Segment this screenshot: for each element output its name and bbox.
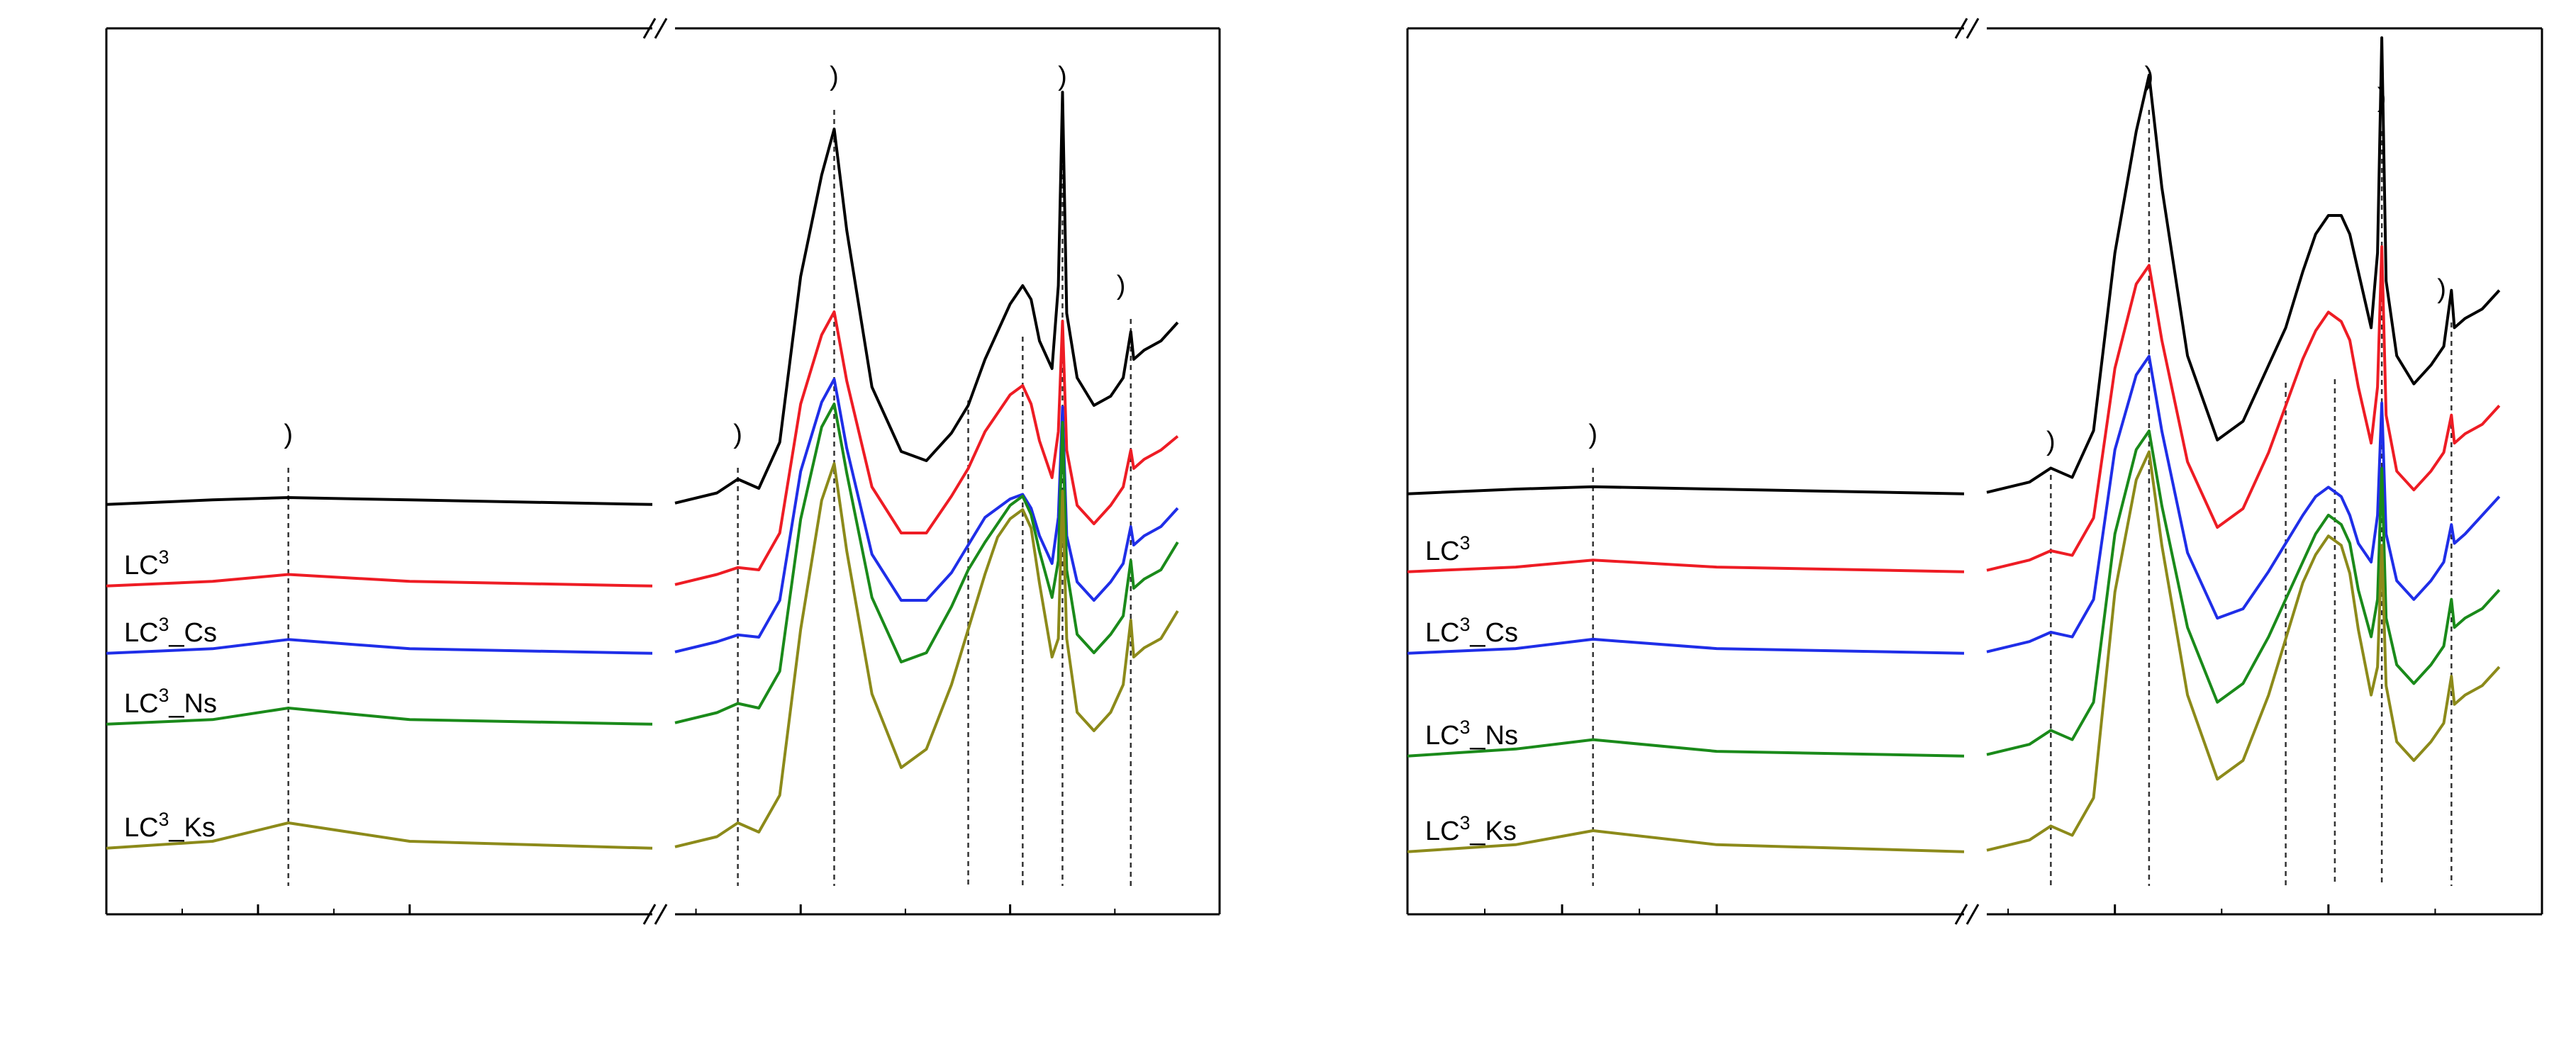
axis-break-mark: [642, 18, 657, 39]
series-line-lc-cs-right: [674, 378, 1179, 653]
series-line-lc-right: [1986, 245, 2501, 572]
series-line-lc-ks-left: [106, 821, 653, 850]
series-line-opc-right: [674, 91, 1179, 505]
series-line-lc-cs-left: [106, 638, 653, 655]
annotation-co4: ): [1117, 271, 1126, 301]
panel-c-7d-carbonation: )))))LC3LC³LC3_CsLC³_CsLC3_NsLC³_NsLC3_K…: [105, 18, 1221, 925]
axis-break-mark: [642, 904, 657, 925]
series-line-lc-ks-right: [674, 462, 1179, 848]
series-line-opc-left: [106, 496, 653, 506]
annotation-hoh3: ): [1588, 420, 1598, 449]
series-line-lc-ks-left: [1407, 829, 1965, 853]
annotation-co2: ): [1058, 62, 1067, 91]
series-line-lc-cs-left: [1407, 637, 1965, 655]
series-line-lc-ns-right: [674, 403, 1179, 724]
series-line-lc-cs-right: [1986, 354, 2501, 653]
series-line-lc-ns-left: [1407, 738, 1965, 758]
series-line-lc-ns-right: [1986, 430, 2501, 756]
axis-break-mark: [1966, 18, 1980, 39]
series-label-lc-ks: LC3_Ks: [1425, 812, 1517, 846]
series-label-lc-ns: LC3_Ns: [124, 685, 217, 719]
annotation-hoh2: ): [2046, 427, 2056, 456]
series-line-lc-right: [674, 310, 1179, 586]
series-line-lc-left: [106, 573, 653, 588]
annotation-co4: ): [2437, 274, 2446, 304]
series-label-lc-ns: LC3_Ns: [1425, 717, 1518, 751]
annotation-hoh3: ): [284, 420, 293, 449]
axis-break-mark: [1954, 18, 1968, 39]
series-line-lc-ns-left: [106, 707, 653, 726]
axis-break-mark: [654, 18, 668, 39]
series-line-lc-ks-right: [1986, 450, 2501, 852]
series-label-lc: LC3: [124, 546, 169, 580]
axis-break-mark: [1954, 904, 1968, 925]
axis-break-mark: [1966, 904, 1980, 925]
panel-d-90d-carbonation: )))))LC3LC³LC3_CsLC³_CsLC3_NsLC³_NsLC3_K…: [1406, 18, 2543, 925]
series-label-lc-cs: LC3_Cs: [1425, 614, 1518, 648]
series-line-opc-left: [1407, 485, 1965, 495]
series-label-lc-cs: LC3_Cs: [124, 614, 217, 648]
axis-break-mark: [654, 904, 668, 925]
annotation-hoh2: ): [733, 420, 742, 449]
series-label-lc: LC3: [1425, 532, 1470, 566]
series-line-lc-left: [1407, 559, 1965, 573]
series-line-opc-right: [1986, 36, 2501, 494]
series-label-lc-ks: LC3_Ks: [124, 809, 216, 843]
annotation-co3: ): [830, 62, 839, 91]
